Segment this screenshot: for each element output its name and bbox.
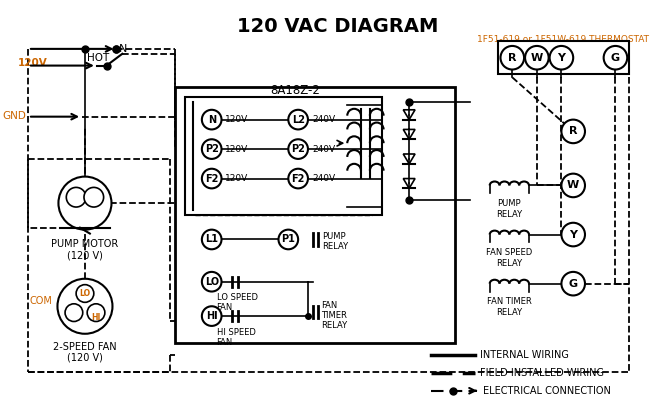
Text: W: W	[531, 53, 543, 63]
Text: G: G	[611, 53, 620, 63]
Circle shape	[87, 304, 105, 321]
Circle shape	[66, 187, 86, 207]
Text: R: R	[508, 53, 517, 63]
Text: 240V: 240V	[312, 174, 335, 183]
Circle shape	[202, 306, 222, 326]
Circle shape	[202, 139, 222, 159]
Text: FIELD INSTALLED WIRING: FIELD INSTALLED WIRING	[480, 368, 604, 378]
Text: 120V: 120V	[225, 174, 249, 183]
Bar	[185, 97, 382, 215]
Text: HI: HI	[206, 311, 218, 321]
Text: F2: F2	[205, 173, 218, 184]
Text: F2: F2	[291, 173, 305, 184]
Circle shape	[525, 46, 549, 70]
Text: LO: LO	[80, 289, 90, 298]
Text: 120V: 120V	[225, 115, 249, 124]
Text: RELAY: RELAY	[322, 242, 348, 251]
Text: P2: P2	[291, 144, 305, 154]
Text: Y: Y	[557, 53, 565, 63]
Text: RELAY: RELAY	[321, 321, 347, 330]
Text: HOT: HOT	[87, 53, 109, 63]
Bar	[176, 87, 456, 343]
Text: FAN: FAN	[216, 338, 233, 347]
Text: L1: L1	[205, 235, 218, 244]
Text: PUMP: PUMP	[322, 232, 345, 241]
Text: 120V: 120V	[18, 58, 48, 67]
Circle shape	[202, 272, 222, 292]
Circle shape	[279, 230, 298, 249]
Text: L2: L2	[291, 115, 305, 124]
Text: FAN SPEED
RELAY: FAN SPEED RELAY	[486, 248, 533, 268]
Text: 240V: 240V	[312, 145, 335, 154]
Circle shape	[76, 285, 94, 303]
Text: INTERNAL WIRING: INTERNAL WIRING	[480, 350, 569, 360]
Text: R: R	[569, 127, 578, 137]
Text: G: G	[569, 279, 578, 289]
Text: 8A18Z-2: 8A18Z-2	[271, 84, 321, 97]
Circle shape	[288, 169, 308, 189]
Text: FAN: FAN	[216, 303, 233, 312]
Text: 120 VAC DIAGRAM: 120 VAC DIAGRAM	[237, 18, 438, 36]
Text: P1: P1	[281, 235, 295, 244]
Text: FAN: FAN	[321, 301, 337, 310]
Text: FAN TIMER
RELAY: FAN TIMER RELAY	[487, 297, 532, 317]
Circle shape	[604, 46, 627, 70]
Polygon shape	[403, 110, 415, 119]
Text: Y: Y	[570, 230, 577, 240]
Text: PUMP
RELAY: PUMP RELAY	[496, 199, 523, 219]
Polygon shape	[403, 154, 415, 164]
Text: COM: COM	[29, 296, 52, 306]
Circle shape	[58, 176, 111, 230]
Circle shape	[65, 304, 83, 321]
Text: TIMER: TIMER	[321, 311, 346, 320]
Bar	[498, 41, 629, 75]
Text: LO: LO	[204, 277, 218, 287]
Circle shape	[58, 279, 113, 334]
Text: 1F51-619 or 1F51W-619 THERMOSTAT: 1F51-619 or 1F51W-619 THERMOSTAT	[478, 35, 649, 44]
Circle shape	[561, 119, 585, 143]
Text: (120 V): (120 V)	[67, 250, 103, 260]
Polygon shape	[403, 178, 415, 189]
Text: N: N	[208, 115, 216, 124]
Circle shape	[561, 173, 585, 197]
Text: LO SPEED: LO SPEED	[216, 293, 257, 303]
Text: PUMP MOTOR: PUMP MOTOR	[52, 240, 119, 249]
Text: (120 V): (120 V)	[67, 352, 103, 362]
Text: 120V: 120V	[225, 145, 249, 154]
Circle shape	[288, 139, 308, 159]
Circle shape	[561, 223, 585, 246]
Text: HI: HI	[91, 313, 100, 321]
Text: GND: GND	[2, 111, 26, 121]
Text: P2: P2	[205, 144, 218, 154]
Circle shape	[561, 272, 585, 295]
Text: ELECTRICAL CONNECTION: ELECTRICAL CONNECTION	[483, 386, 610, 396]
Circle shape	[202, 110, 222, 129]
Text: HI SPEED: HI SPEED	[216, 328, 255, 337]
Text: N: N	[119, 44, 128, 54]
Circle shape	[202, 230, 222, 249]
Polygon shape	[403, 129, 415, 139]
Circle shape	[500, 46, 524, 70]
Circle shape	[202, 169, 222, 189]
Circle shape	[288, 110, 308, 129]
Circle shape	[84, 187, 104, 207]
Text: 2-SPEED FAN: 2-SPEED FAN	[53, 341, 117, 352]
Text: 240V: 240V	[312, 115, 335, 124]
Text: W: W	[567, 181, 580, 190]
Circle shape	[549, 46, 574, 70]
